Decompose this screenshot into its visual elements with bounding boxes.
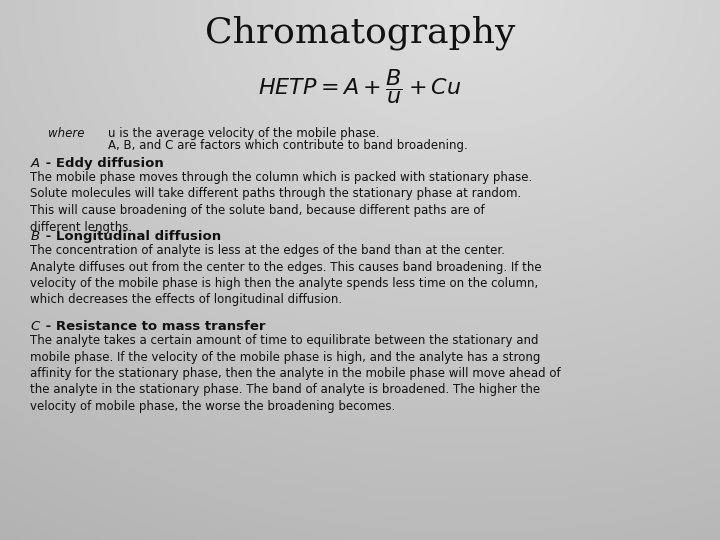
Text: $\mathit{B}$: $\mathit{B}$: [30, 230, 40, 243]
Text: - Resistance to mass transfer: - Resistance to mass transfer: [41, 320, 266, 333]
Text: The analyte takes a certain amount of time to equilibrate between the stationary: The analyte takes a certain amount of ti…: [30, 334, 561, 413]
Text: $\mathit{A}$: $\mathit{A}$: [30, 157, 41, 170]
Text: where: where: [48, 127, 84, 140]
Text: - Eddy diffusion: - Eddy diffusion: [41, 157, 163, 170]
Text: $\mathit{C}$: $\mathit{C}$: [30, 320, 41, 333]
Text: Chromatography: Chromatography: [204, 15, 516, 50]
Text: $\mathit{HETP} = \mathit{A} + \dfrac{\mathit{B}}{\mathit{u}} + \mathit{C}\mathit: $\mathit{HETP} = \mathit{A} + \dfrac{\ma…: [258, 67, 462, 106]
Text: u is the average velocity of the mobile phase.: u is the average velocity of the mobile …: [108, 127, 379, 140]
Text: The concentration of analyte is less at the edges of the band than at the center: The concentration of analyte is less at …: [30, 244, 541, 307]
Text: The mobile phase moves through the column which is packed with stationary phase.: The mobile phase moves through the colum…: [30, 171, 532, 233]
Text: - Longitudinal diffusion: - Longitudinal diffusion: [41, 230, 221, 243]
Text: A, B, and C are factors which contribute to band broadening.: A, B, and C are factors which contribute…: [108, 139, 468, 152]
